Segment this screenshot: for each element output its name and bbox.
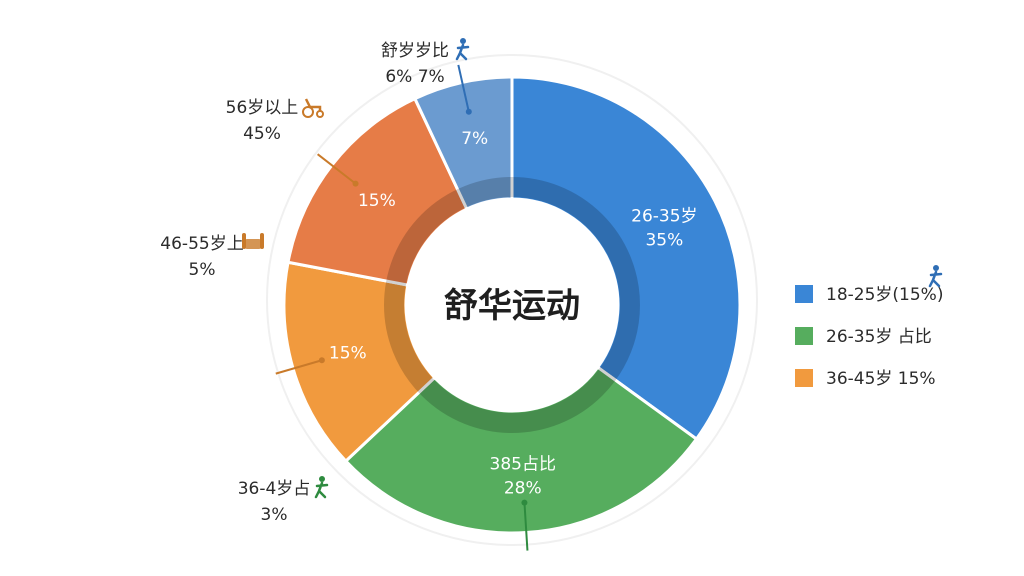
legend-item: 18-25岁(15%) (795, 265, 943, 305)
legend-item: 36-45岁 15% (795, 369, 936, 389)
background-ring (266, 54, 758, 546)
callout-value: 5% (189, 260, 216, 280)
callout-label: 46-55岁上 (160, 234, 243, 254)
running-icon (314, 476, 329, 499)
person-icon (455, 38, 470, 61)
legend-item: 26-35岁 占比 (795, 327, 932, 347)
slice-value-label: 15% (329, 344, 367, 364)
donut-hole (406, 199, 618, 411)
callout-label: 36-4岁占 (238, 479, 311, 499)
callout-dot (352, 180, 359, 187)
callout-leader-line (523, 502, 529, 551)
callout-dot (465, 108, 472, 115)
slice-value-label: 35% (645, 230, 683, 250)
callout-leader-line (317, 153, 357, 185)
legend-swatch (795, 327, 813, 345)
callout-leader-line (275, 359, 323, 375)
armchair-icon (242, 233, 264, 249)
callout-value: 6% 7% (385, 67, 444, 87)
callout-label: 56岁以上 (226, 98, 299, 118)
legend-label: 18-25岁(15%) (826, 285, 943, 305)
callout-leader-line (457, 64, 470, 112)
legend-swatch (795, 285, 813, 303)
callout-value: 45% (243, 124, 281, 144)
slice-value-label: 7% (461, 129, 488, 149)
wheelchair-icon (302, 98, 324, 118)
slice-value-label: 28% (504, 479, 542, 499)
callout-label: 舒岁岁比 (381, 41, 449, 61)
slice-value-label: 15% (358, 191, 396, 211)
callout-dot (318, 357, 325, 364)
person-icon (928, 265, 943, 288)
center-title: 舒华运动 (444, 286, 580, 326)
slice-label: 385占比 (490, 455, 556, 475)
callout-value: 3% (261, 505, 288, 525)
slice-label: 26-35岁 (631, 206, 697, 226)
inner-ring-shadow (384, 177, 640, 433)
callout-dot (521, 499, 528, 506)
legend-swatch (795, 369, 813, 387)
legend-label: 36-45岁 15% (826, 369, 936, 389)
pie-slice (343, 365, 699, 535)
legend-label: 26-35岁 占比 (826, 327, 932, 347)
